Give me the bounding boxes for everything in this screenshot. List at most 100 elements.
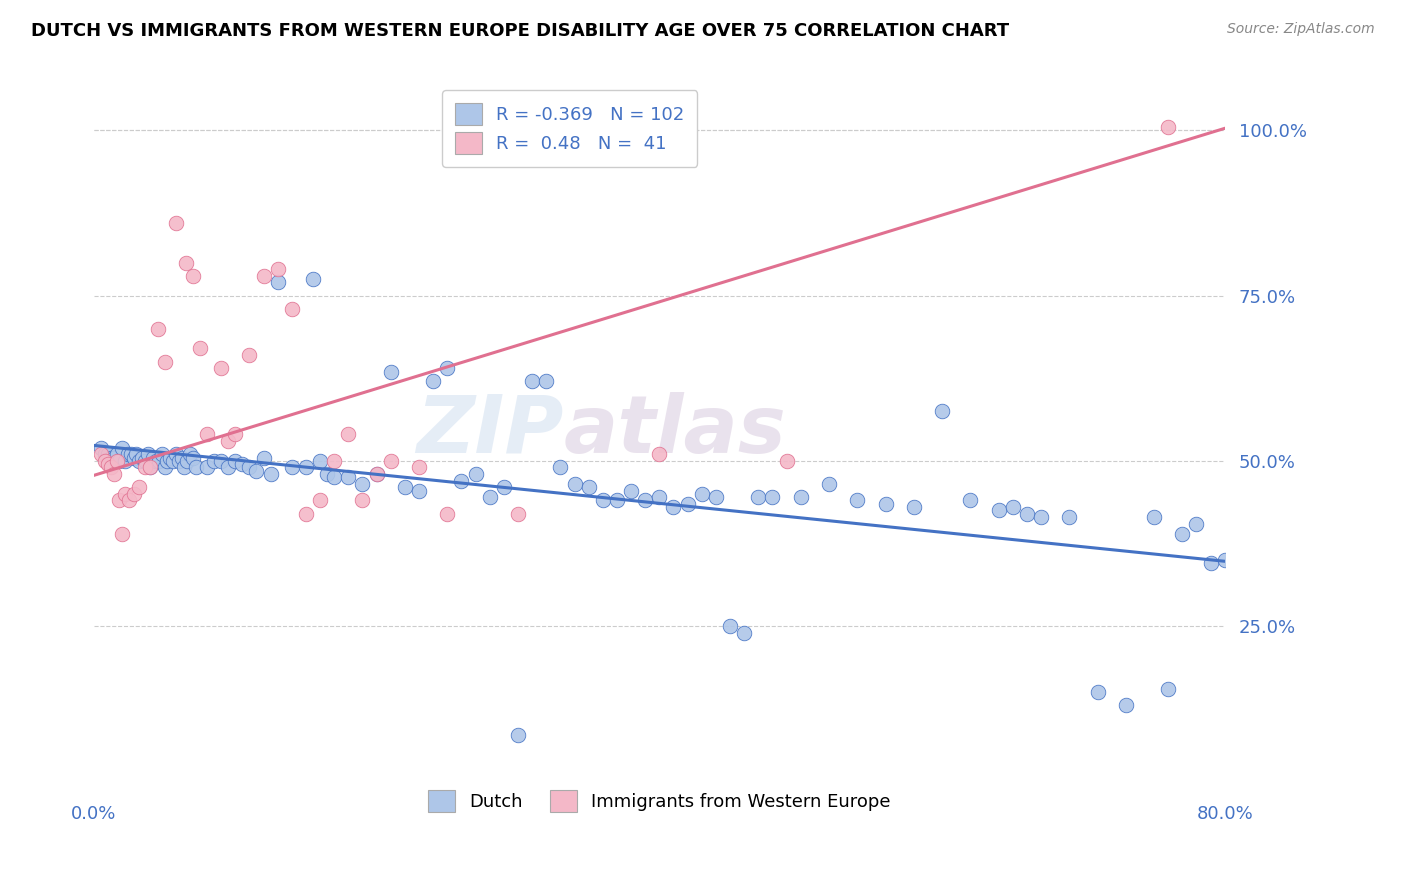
Point bbox=[103, 450, 125, 465]
Point bbox=[162, 454, 184, 468]
Point bbox=[366, 467, 388, 481]
Point bbox=[184, 460, 207, 475]
Text: atlas: atlas bbox=[564, 392, 786, 470]
Point bbox=[259, 467, 281, 481]
Point bbox=[181, 450, 204, 465]
Point bbox=[165, 216, 187, 230]
Point bbox=[394, 480, 416, 494]
Point bbox=[139, 460, 162, 475]
Point bbox=[217, 460, 239, 475]
Point bbox=[179, 447, 201, 461]
Point bbox=[94, 454, 117, 468]
Point bbox=[165, 447, 187, 461]
Point bbox=[153, 460, 176, 475]
Point bbox=[252, 450, 274, 465]
Point bbox=[111, 526, 134, 541]
Point bbox=[173, 460, 195, 475]
Point bbox=[520, 375, 543, 389]
Point bbox=[108, 454, 131, 468]
Point bbox=[128, 480, 150, 494]
Point bbox=[195, 460, 218, 475]
Point bbox=[148, 454, 170, 468]
Point bbox=[267, 276, 290, 290]
Point bbox=[139, 460, 162, 475]
Point bbox=[134, 460, 156, 475]
Point bbox=[105, 447, 128, 461]
Point bbox=[156, 454, 179, 468]
Point bbox=[90, 441, 112, 455]
Point bbox=[108, 493, 131, 508]
Point bbox=[281, 460, 304, 475]
Point bbox=[170, 450, 193, 465]
Point bbox=[1157, 681, 1180, 696]
Point bbox=[648, 490, 671, 504]
Legend: Dutch, Immigrants from Western Europe: Dutch, Immigrants from Western Europe bbox=[415, 778, 904, 825]
Point bbox=[352, 493, 374, 508]
Point bbox=[224, 454, 246, 468]
Point bbox=[478, 490, 501, 504]
Point bbox=[634, 493, 657, 508]
Point bbox=[252, 268, 274, 283]
Point bbox=[718, 619, 741, 633]
Point bbox=[1115, 698, 1137, 713]
Point bbox=[118, 493, 141, 508]
Point bbox=[295, 460, 318, 475]
Point bbox=[620, 483, 643, 498]
Point bbox=[422, 375, 444, 389]
Point bbox=[578, 480, 600, 494]
Point bbox=[1015, 507, 1038, 521]
Point bbox=[195, 427, 218, 442]
Point bbox=[1087, 685, 1109, 699]
Point bbox=[337, 427, 360, 442]
Point bbox=[450, 474, 472, 488]
Point bbox=[789, 490, 811, 504]
Point bbox=[159, 450, 181, 465]
Point bbox=[1199, 556, 1222, 570]
Point bbox=[492, 480, 515, 494]
Point bbox=[231, 457, 253, 471]
Point bbox=[105, 454, 128, 468]
Point bbox=[592, 493, 614, 508]
Point bbox=[111, 441, 134, 455]
Point bbox=[174, 255, 197, 269]
Point bbox=[747, 490, 769, 504]
Point bbox=[818, 477, 841, 491]
Point bbox=[145, 454, 167, 468]
Point bbox=[436, 361, 458, 376]
Point bbox=[536, 375, 558, 389]
Point bbox=[987, 503, 1010, 517]
Point bbox=[136, 447, 159, 461]
Point bbox=[436, 507, 458, 521]
Point bbox=[316, 467, 339, 481]
Point bbox=[352, 477, 374, 491]
Point bbox=[209, 361, 232, 376]
Point bbox=[97, 457, 120, 471]
Point bbox=[100, 450, 122, 465]
Point bbox=[122, 450, 145, 465]
Point bbox=[846, 493, 869, 508]
Point bbox=[181, 268, 204, 283]
Point bbox=[1213, 553, 1236, 567]
Point bbox=[1157, 120, 1180, 134]
Point bbox=[1057, 510, 1080, 524]
Point bbox=[97, 447, 120, 461]
Point bbox=[128, 454, 150, 468]
Point bbox=[337, 470, 360, 484]
Point bbox=[506, 507, 529, 521]
Point bbox=[114, 454, 136, 468]
Text: ZIP: ZIP bbox=[416, 392, 564, 470]
Point bbox=[1185, 516, 1208, 531]
Point bbox=[775, 454, 797, 468]
Point bbox=[224, 427, 246, 442]
Point bbox=[903, 500, 925, 514]
Point bbox=[202, 454, 225, 468]
Point bbox=[245, 464, 267, 478]
Point bbox=[323, 470, 346, 484]
Point bbox=[550, 460, 572, 475]
Point bbox=[217, 434, 239, 448]
Point bbox=[114, 487, 136, 501]
Point bbox=[153, 354, 176, 368]
Point bbox=[676, 497, 699, 511]
Point bbox=[761, 490, 783, 504]
Point bbox=[176, 454, 198, 468]
